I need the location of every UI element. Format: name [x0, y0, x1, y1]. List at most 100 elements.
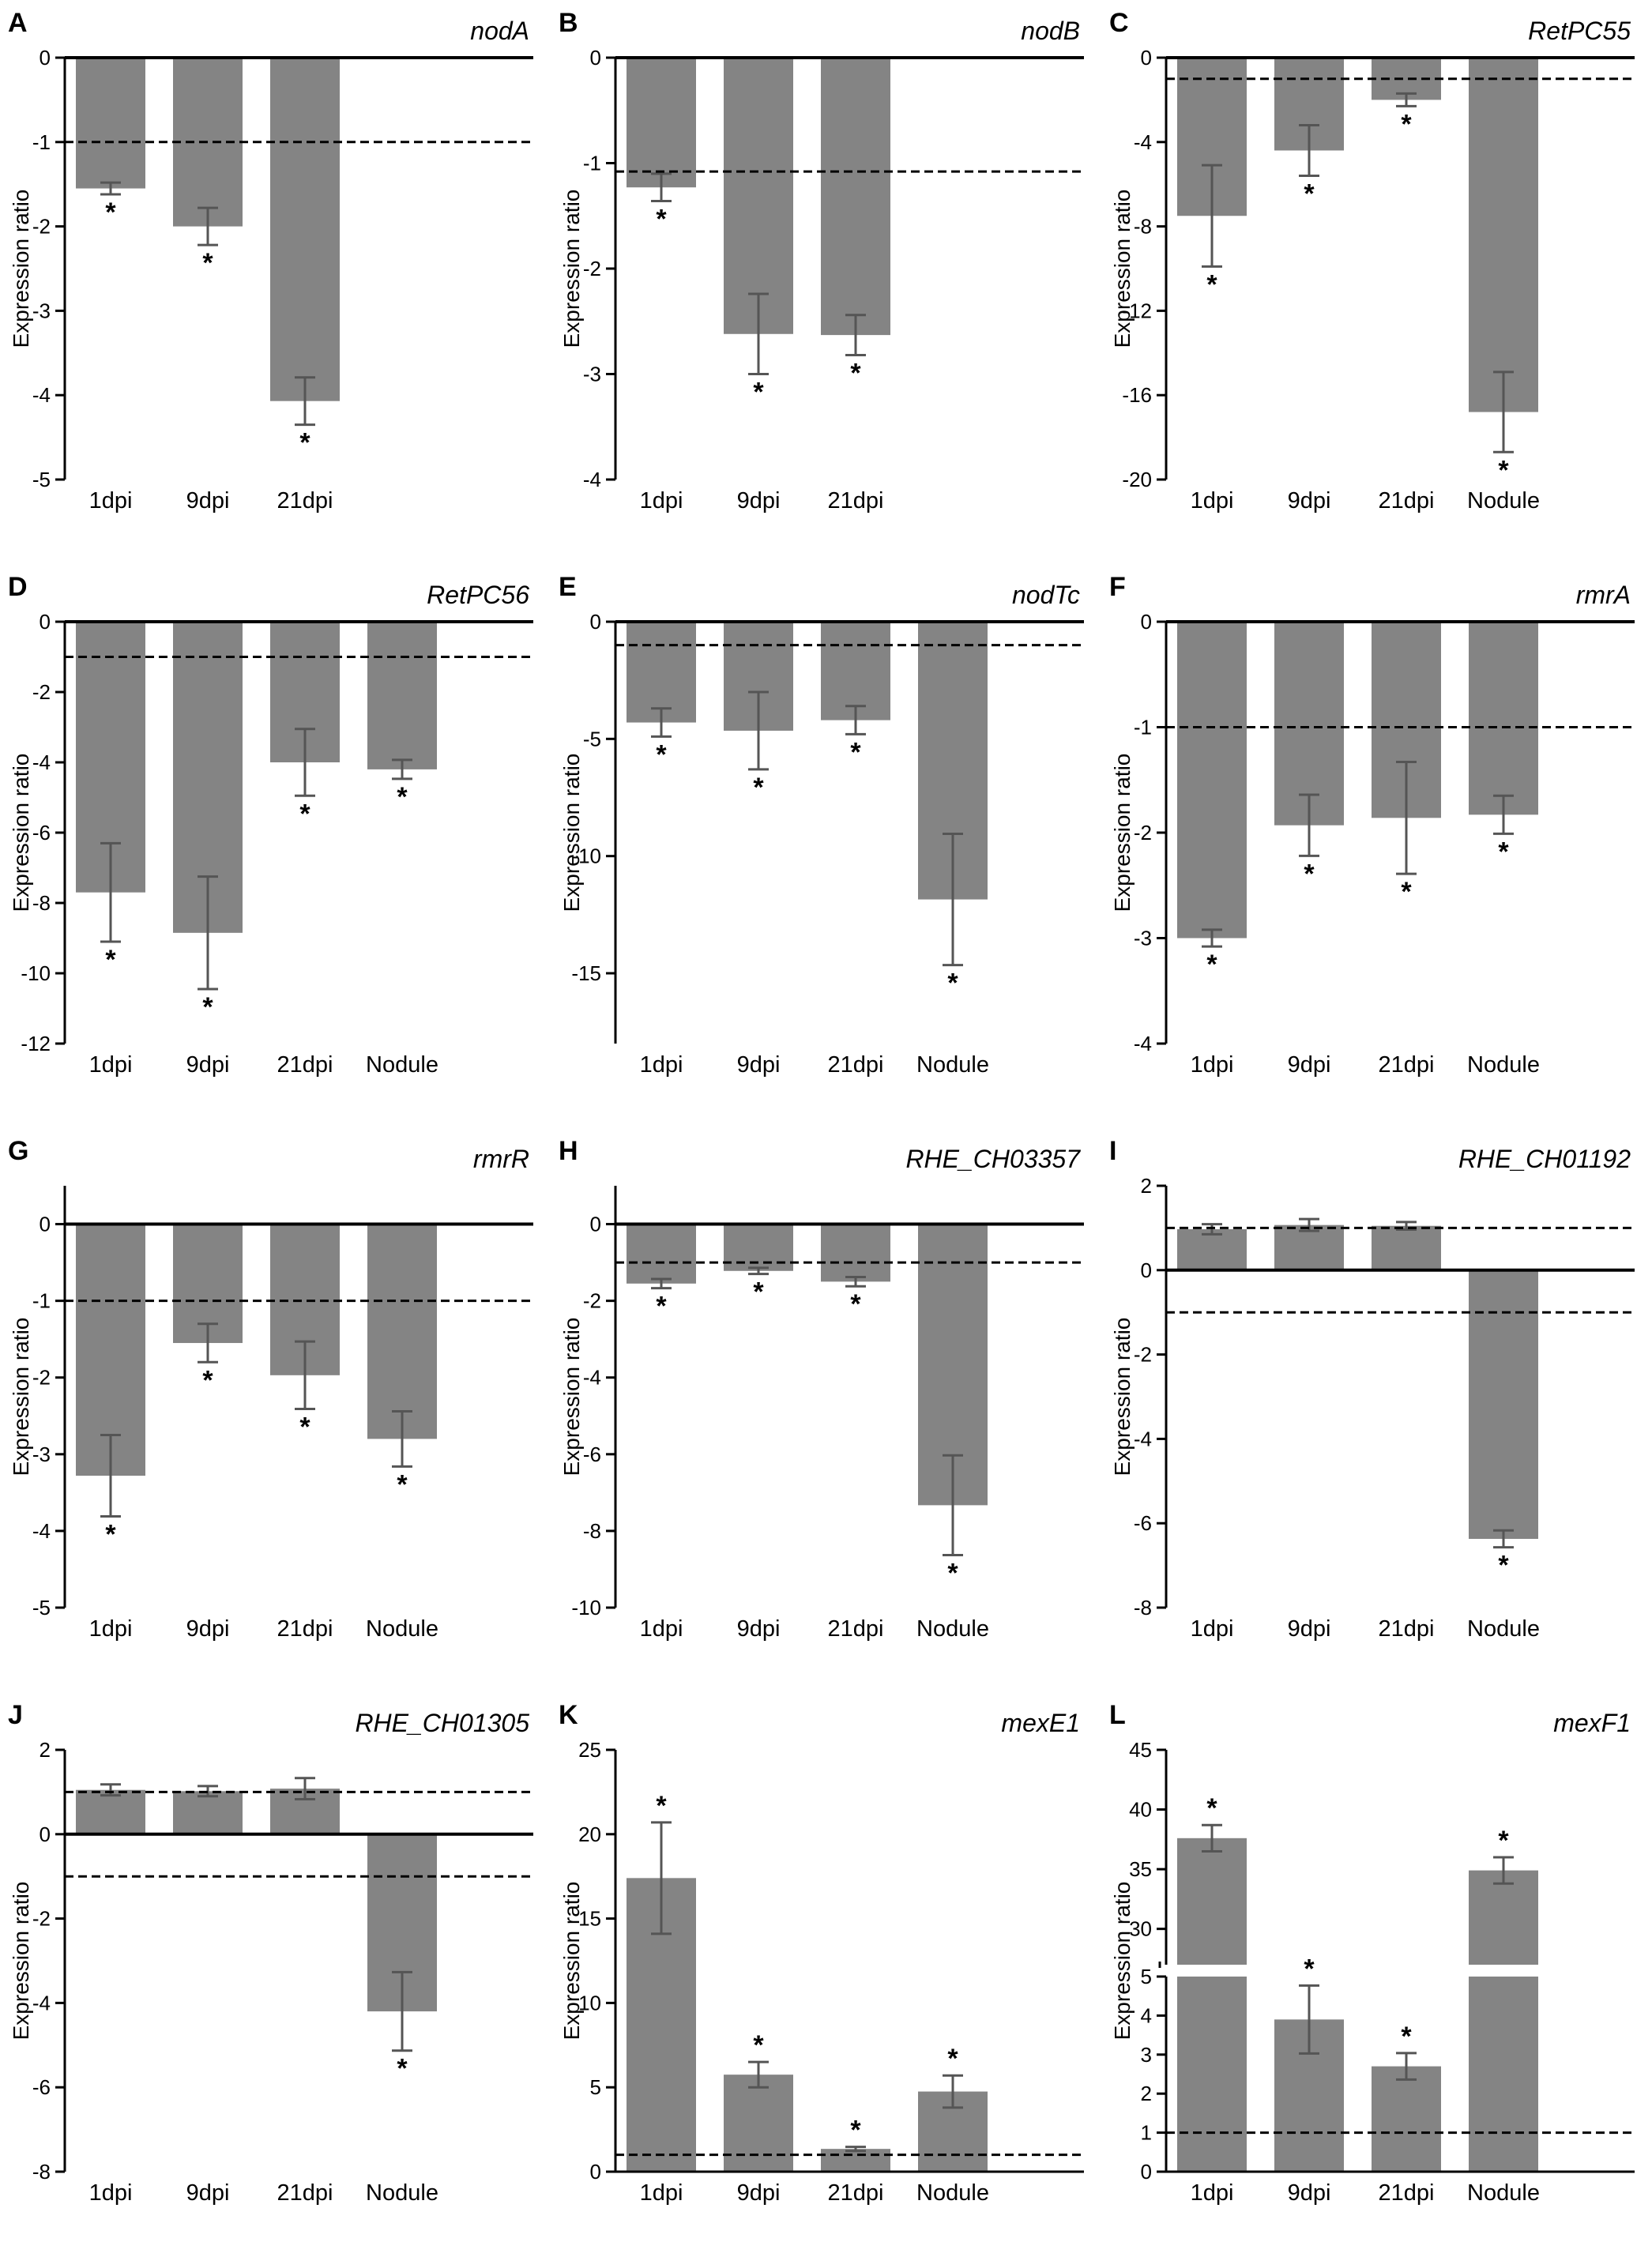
chart-svg-h: H RHE_CH03357 Expression ratio -10 -8 -6 -4 -2 0… — [559, 1136, 1084, 1642]
x-category-label: Nodule — [916, 1616, 989, 1642]
significance-star: * — [202, 248, 213, 278]
y-tick-label: -1 — [32, 130, 51, 154]
y-tick-label: 0 — [1141, 46, 1152, 70]
gene-title: RetPC56 — [427, 581, 529, 609]
y-tick-label: -10 — [571, 844, 601, 868]
bar — [821, 2149, 890, 2172]
x-category-label: 1dpi — [640, 2180, 683, 2206]
significance-star: * — [656, 739, 667, 769]
significance-star: * — [850, 2116, 861, 2146]
error-bar — [392, 1970, 412, 2052]
y-tick-label: 40 — [1129, 1798, 1152, 1822]
panel-letter: C — [1109, 8, 1129, 38]
x-category-label: 1dpi — [1191, 2180, 1234, 2206]
y-tick-label: -16 — [1122, 383, 1152, 407]
panel-letter: J — [8, 1700, 23, 1730]
panel-letter: A — [8, 8, 28, 38]
y-tick-label: -4 — [1134, 1427, 1152, 1450]
bar-lower-segment — [1177, 1977, 1247, 2172]
significance-star: * — [1498, 455, 1509, 485]
bar — [821, 58, 890, 336]
y-tick-label: -6 — [583, 1443, 601, 1466]
significance-star: * — [753, 1277, 764, 1307]
x-category-label: Nodule — [366, 2180, 438, 2206]
y-axis-label: Expression ratio — [559, 1318, 584, 1476]
y-tick-label: -6 — [1134, 1511, 1152, 1535]
error-bar — [1493, 371, 1514, 453]
error-bar — [1493, 794, 1514, 835]
x-category-label: 21dpi — [828, 2180, 884, 2206]
y-tick-label: -3 — [32, 299, 51, 322]
gene-title: mexE1 — [1001, 1709, 1080, 1737]
x-category-label: 1dpi — [1191, 1052, 1234, 1078]
y-axis-label: Expression ratio — [9, 1882, 33, 2041]
x-category-label: 21dpi — [1379, 1052, 1435, 1078]
y-tick-label: 35 — [1129, 1857, 1152, 1881]
panel-letter: B — [559, 8, 578, 38]
chart-svg-c: C RetPC55 Expression ratio -20 -16 -12 -8 -4 0 * 1… — [1109, 8, 1635, 513]
error-bar — [748, 2060, 769, 2089]
y-tick-label: -8 — [1134, 1596, 1152, 1619]
error-bar — [100, 181, 121, 196]
error-bar — [1202, 164, 1222, 268]
significance-star: * — [947, 969, 958, 999]
y-tick-label: 2 — [1141, 1174, 1152, 1198]
error-bar — [392, 758, 412, 781]
x-category-label: Nodule — [916, 2180, 989, 2206]
significance-star: * — [850, 1289, 861, 1319]
y-tick-label: -5 — [32, 468, 51, 491]
chart-svg-d: D RetPC56 Expression ratio -12 -10 -8 -6 -4 -2 0 *… — [8, 572, 533, 1078]
gene-title: rmrA — [1576, 581, 1631, 609]
significance-star: * — [1304, 1954, 1315, 1984]
error-bar — [1396, 761, 1417, 875]
significance-star: * — [202, 1365, 213, 1395]
x-category-label: 9dpi — [737, 488, 781, 513]
y-tick-label: -15 — [571, 961, 601, 985]
error-bar — [943, 1454, 963, 1556]
bar — [367, 1224, 437, 1439]
y-tick-label: 0 — [40, 1823, 51, 1846]
y-tick-label: 3 — [1141, 2043, 1152, 2067]
x-category-label: 21dpi — [1379, 488, 1435, 513]
y-axis-label: Expression ratio — [559, 1882, 584, 2041]
error-bar — [651, 707, 672, 738]
bar — [1469, 58, 1538, 412]
y-axis-label: Expression ratio — [559, 754, 584, 912]
x-category-label: 21dpi — [1379, 1616, 1435, 1642]
x-category-label: 9dpi — [737, 1616, 781, 1642]
error-bar — [845, 1276, 866, 1288]
y-tick-label: -10 — [21, 961, 51, 985]
significance-star: * — [656, 1292, 667, 1322]
significance-star: * — [1304, 179, 1315, 209]
y-tick-label: -10 — [571, 1596, 601, 1619]
y-tick-label: 10 — [578, 1991, 601, 2014]
y-tick-label: -2 — [32, 1907, 51, 1931]
y-tick-label: 0 — [1141, 1258, 1152, 1282]
error-bar — [100, 841, 121, 943]
y-tick-label: 15 — [578, 1907, 601, 1931]
error-bar — [845, 314, 866, 356]
bar — [627, 1224, 696, 1284]
error-bar — [1396, 2052, 1417, 2081]
x-category-label: Nodule — [1467, 1052, 1540, 1078]
error-bar — [748, 1266, 769, 1276]
error-bar — [845, 705, 866, 735]
bar — [821, 622, 890, 720]
y-tick-label: 0 — [40, 46, 51, 70]
y-tick-label: 0 — [40, 1213, 51, 1236]
significance-star: * — [1206, 269, 1217, 299]
y-tick-label: -12 — [21, 1032, 51, 1055]
y-tick-label: 5 — [1141, 1965, 1152, 1988]
gene-title: nodA — [470, 17, 529, 45]
x-category-label: 9dpi — [1288, 2180, 1331, 2206]
x-category-label: 1dpi — [1191, 488, 1234, 513]
y-tick-label: 2 — [1141, 2082, 1152, 2105]
bar — [270, 58, 340, 401]
